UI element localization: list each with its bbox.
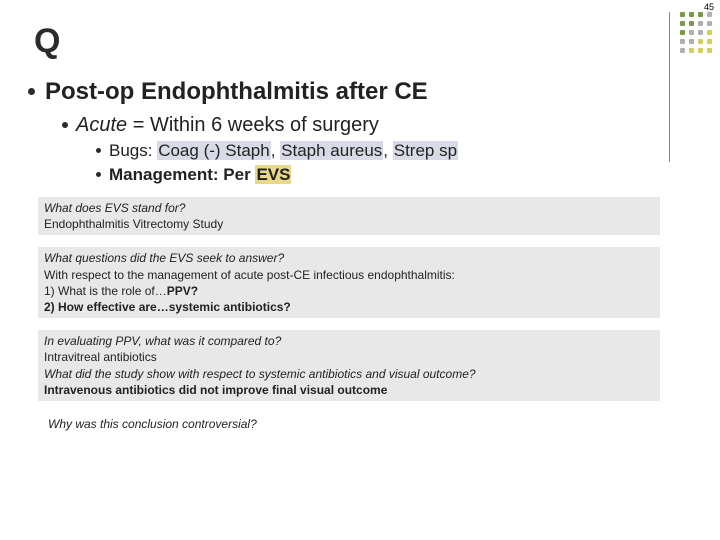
box2-line1: 1) What is the role of…PPV? <box>44 283 654 299</box>
deco-dot <box>707 48 712 53</box>
mgmt-hl: EVS <box>255 165 291 184</box>
deco-dot <box>707 21 712 26</box>
box3-a2: Intravenous antibiotics did not improve … <box>44 382 654 398</box>
deco-dot <box>680 30 685 35</box>
bugs-hl-2: Staph aureus <box>280 141 383 160</box>
mgmt-text: Management: Per EVS <box>109 165 291 185</box>
deco-dot <box>680 21 685 26</box>
bugs-text: Bugs: Coag (-) Staph, Staph aureus, Stre… <box>109 141 458 161</box>
bugs-row: Bugs: Coag (-) Staph, Staph aureus, Stre… <box>96 141 660 161</box>
deco-dot <box>680 48 685 53</box>
deco-dot <box>707 39 712 44</box>
content-area: Post-op Endophthalmitis after CE Acute =… <box>28 78 660 431</box>
box1-question: What does EVS stand for? <box>44 200 654 216</box>
box3-a1: Intravitreal antibiotics <box>44 349 654 365</box>
box1-answer: Endophthalmitis Vitrectomy Study <box>44 216 654 232</box>
bullet-icon <box>96 172 101 177</box>
deco-dot <box>698 12 703 17</box>
deco-dot <box>680 12 685 17</box>
bullet-icon <box>28 88 35 95</box>
sep: , <box>383 141 392 160</box>
box3-q2: What did the study show with respect to … <box>44 366 654 382</box>
deco-dot <box>698 48 703 53</box>
acute-rest: = Within 6 weeks of surgery <box>127 114 379 136</box>
bugs-hl-3: Strep sp <box>393 141 458 160</box>
box2-line2: 2) How effective are…systemic antibiotic… <box>44 299 654 315</box>
deco-dot <box>689 48 694 53</box>
deco-dot <box>689 21 694 26</box>
deco-dot <box>689 30 694 35</box>
qa-box-1: What does EVS stand for? Endophthalmitis… <box>38 197 660 235</box>
heading-text: Post-op Endophthalmitis after CE <box>45 78 428 106</box>
qa-box-3: In evaluating PPV, what was it compared … <box>38 330 660 401</box>
deco-dot <box>689 39 694 44</box>
deco-dot <box>698 21 703 26</box>
deco-dot <box>698 30 703 35</box>
deco-dot <box>689 12 694 17</box>
deco-dot <box>698 39 703 44</box>
qa-box-2: What questions did the EVS seek to answe… <box>38 247 660 318</box>
slide-number: 45 <box>704 2 714 12</box>
mgmt-row: Management: Per EVS <box>96 165 660 185</box>
final-question: Why was this conclusion controversial? <box>48 417 660 431</box>
bugs-hl-1: Coag (-) Staph <box>157 141 271 160</box>
sub-row-acute: Acute = Within 6 weeks of surgery <box>62 114 660 137</box>
deco-dot <box>707 12 712 17</box>
bullet-icon <box>62 122 68 128</box>
bugs-label: Bugs: <box>109 141 157 160</box>
corner-decoration <box>680 12 712 53</box>
slide-title: Q <box>34 22 60 61</box>
sub-text: Acute = Within 6 weeks of surgery <box>76 114 379 137</box>
deco-dot <box>707 30 712 35</box>
box3-q1: In evaluating PPV, what was it compared … <box>44 333 654 349</box>
box2-intro: With respect to the management of acute … <box>44 267 654 283</box>
vertical-divider <box>669 12 670 162</box>
heading-row: Post-op Endophthalmitis after CE <box>28 78 660 106</box>
acute-italic: Acute <box>76 114 127 136</box>
deco-dot <box>680 39 685 44</box>
bullet-icon <box>96 148 101 153</box>
sep: , <box>271 141 280 160</box>
mgmt-label: Management: Per <box>109 165 255 184</box>
box2-question: What questions did the EVS seek to answe… <box>44 250 654 266</box>
